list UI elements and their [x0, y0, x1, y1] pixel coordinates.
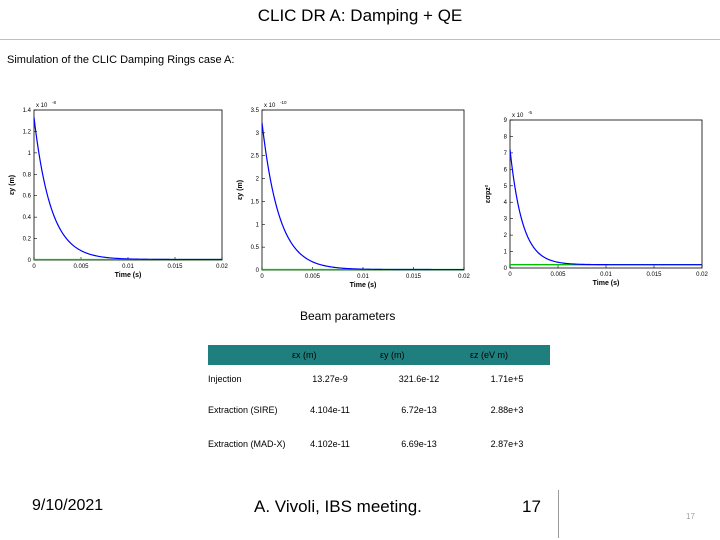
- y-tick-label: 0.4: [23, 215, 32, 221]
- decay-series-line: [509, 149, 702, 266]
- y-tick-label: 0.6: [23, 194, 32, 200]
- y-axis-label: εσpz²: [485, 184, 492, 203]
- y-tick-label: 1.2: [23, 129, 32, 135]
- table-cell: 2.88e+3: [490, 405, 524, 415]
- table-cell: 6.72e-13: [401, 405, 437, 415]
- emittance-y-plot-2: 0 0.005 0.01 0.015 0.02 0 0.5 1 1.5 2 2.5 3 3.5 x 10-…: [234, 96, 470, 296]
- corner-page-number: 17: [686, 512, 695, 521]
- y-exponent-label: x 10: [512, 113, 524, 119]
- table-header-emit-y: εy (m): [374, 345, 464, 365]
- table-row: Injection 13.27e-9 321.6e-12 1.71e+5: [208, 365, 550, 393]
- footer-author: A. Vivoli, IBS meeting.: [254, 497, 422, 516]
- y-tick-label: 7: [504, 151, 508, 157]
- y-tick-label: 0: [256, 268, 260, 274]
- axes-box: [509, 119, 703, 269]
- x-tick-label: 0.01: [122, 264, 134, 270]
- y-tick-label: 6: [504, 167, 508, 173]
- table-row: Extraction (MAD-X) 4.102e-11 6.69e-13 2.…: [208, 427, 550, 461]
- title-divider: [0, 39, 720, 40]
- table-header-blank: [208, 345, 286, 365]
- table-cell: 4.104e-11: [310, 405, 350, 415]
- table-header-emit-x: εx (m): [286, 345, 374, 365]
- y-tick-label: 0: [504, 266, 508, 272]
- y-tick-label: 0.8: [23, 172, 32, 178]
- y-tick-label: 2.5: [251, 154, 260, 160]
- x-tick-label: 0.02: [216, 264, 228, 270]
- x-tick-label: 0.005: [73, 264, 89, 270]
- x-axis-label: Time (s): [350, 282, 377, 289]
- y-exponent-label: x 10: [36, 103, 48, 109]
- emittance-z-plot: 0 0.005 0.01 0.015 0.02 0 1 2 3 4 5 6 7 8 9 x 10 -5 Time …: [476, 104, 708, 296]
- y-tick-label: 3: [504, 217, 508, 223]
- y-tick-label: 0.2: [23, 237, 32, 243]
- slide-title: CLIC DR A: Damping + QE: [257, 6, 463, 25]
- y-tick-label: 9: [504, 118, 508, 124]
- row-label: Injection: [208, 373, 242, 384]
- decay-series-line: [33, 117, 222, 261]
- footer-date: 9/10/2021: [32, 497, 104, 514]
- y-tick-label: 5: [504, 184, 508, 190]
- y-exponent-label: x 10: [264, 103, 276, 109]
- emittance-y-plot-1: 0 0.005 0.01 0.015 0.02 0 0.2 0.4 0.6 0.8 1 1.2 1.4 x…: [4, 96, 230, 296]
- decay-series-line: [261, 122, 464, 271]
- y-exponent-power: -10: [280, 100, 287, 105]
- footer-divider: [558, 490, 559, 538]
- x-tick-label: 0.015: [167, 264, 183, 270]
- y-tick-label: 2: [256, 177, 260, 183]
- x-tick-label: 0: [32, 264, 36, 270]
- x-tick-label: 0.005: [305, 274, 321, 280]
- table-header-emit-z: εz (eV m): [464, 345, 550, 365]
- slide-subtitle: Simulation of the CLIC Damping Rings cas…: [7, 54, 235, 66]
- x-tick-label: 0.02: [696, 272, 708, 278]
- y-tick-label: 1: [256, 222, 260, 228]
- table-cell: 321.6e-12: [398, 374, 440, 384]
- table-cell: 1.71e+5: [490, 374, 524, 384]
- table-cell: 2.87e+3: [490, 439, 524, 449]
- y-exponent-power: -8: [52, 100, 56, 105]
- table-cell: 6.69e-13: [401, 439, 437, 449]
- y-exponent-power: -5: [528, 110, 532, 115]
- x-tick-label: 0.01: [357, 274, 369, 280]
- y-tick-label: 1.5: [251, 199, 260, 205]
- y-tick-label: 3.5: [251, 108, 260, 114]
- y-tick-label: 3: [256, 131, 260, 137]
- y-tick-label: 4: [504, 200, 508, 206]
- x-tick-label: 0.01: [600, 272, 612, 278]
- y-tick-label: 8: [504, 134, 508, 140]
- axes-box: [33, 109, 223, 261]
- x-tick-label: 0.005: [550, 272, 566, 278]
- y-tick-label: 1: [504, 250, 508, 256]
- x-tick-label: 0: [508, 272, 512, 278]
- y-axis-label: εy (m): [9, 175, 16, 195]
- table-row: Extraction (SIRE) 4.104e-11 6.72e-13 2.8…: [208, 393, 550, 427]
- table-cell: 13.27e-9: [312, 374, 348, 384]
- beam-parameters-table: εx (m) εy (m) εz (eV m) Injection 13.27e…: [208, 345, 550, 461]
- table-header-row: εx (m) εy (m) εz (eV m): [208, 345, 550, 365]
- y-axis-label: εy (m): [237, 180, 244, 200]
- x-axis-label: Time (s): [115, 272, 142, 279]
- row-label: Extraction (MAD-X): [208, 438, 286, 449]
- row-label: Extraction (SIRE): [208, 404, 278, 415]
- axes-box: [261, 109, 465, 271]
- beam-parameters-title: Beam parameters: [300, 309, 396, 323]
- chart-3-svg: 0 0.005 0.01 0.015 0.02 0 1 2 3 4 5 6 7 8 9 x 10 -5 Time …: [485, 110, 708, 287]
- y-tick-label: 1.4: [23, 108, 32, 114]
- x-tick-label: 0.015: [646, 272, 662, 278]
- x-tick-label: 0: [260, 274, 264, 280]
- chart-1-svg: 0 0.005 0.01 0.015 0.02 0 0.2 0.4 0.6 0.8 1 1.2 1.4 x…: [9, 100, 228, 279]
- y-tick-label: 0.5: [251, 245, 260, 251]
- y-tick-label: 2: [504, 233, 508, 239]
- footer-slide-number: 17: [522, 497, 541, 516]
- y-tick-label: 0: [28, 258, 32, 264]
- x-tick-label: 0.02: [458, 274, 470, 280]
- chart-2-svg: 0 0.005 0.01 0.015 0.02 0 0.5 1 1.5 2 2.5 3 3.5 x 10-…: [237, 100, 470, 289]
- table-cell: 4.102e-11: [310, 439, 350, 449]
- x-axis-label: Time (s): [593, 280, 620, 287]
- x-tick-label: 0.015: [406, 274, 422, 280]
- y-tick-label: 1: [28, 151, 32, 157]
